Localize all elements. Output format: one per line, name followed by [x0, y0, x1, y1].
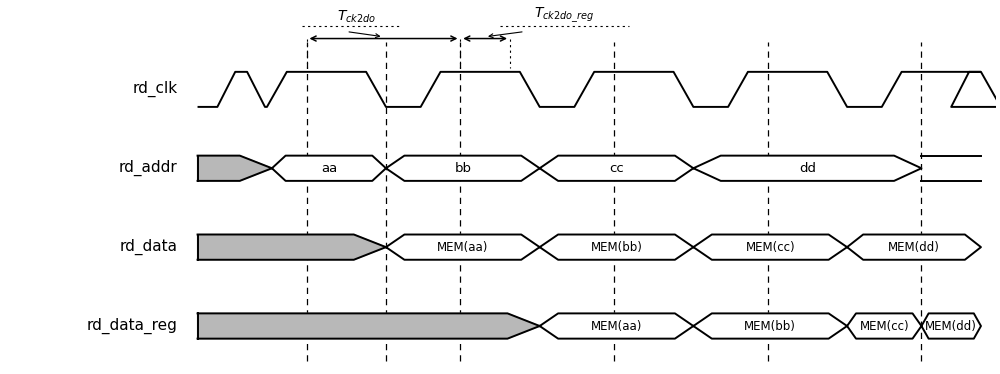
Polygon shape — [198, 313, 540, 338]
Text: rd_clk: rd_clk — [133, 81, 178, 98]
Polygon shape — [921, 313, 981, 338]
Text: $T_{ck2do}$: $T_{ck2do}$ — [337, 8, 376, 25]
Polygon shape — [847, 313, 921, 338]
Text: cc: cc — [609, 162, 624, 175]
Polygon shape — [693, 234, 847, 260]
Polygon shape — [540, 313, 693, 338]
Polygon shape — [540, 156, 693, 181]
Text: bb: bb — [454, 162, 471, 175]
Text: rd_data_reg: rd_data_reg — [87, 318, 178, 334]
Polygon shape — [198, 234, 386, 260]
Polygon shape — [847, 234, 981, 260]
Text: rd_data: rd_data — [120, 239, 178, 255]
Text: rd_addr: rd_addr — [119, 160, 178, 177]
Text: MEM(cc): MEM(cc) — [745, 240, 795, 254]
Polygon shape — [693, 156, 921, 181]
Text: MEM(dd): MEM(dd) — [888, 240, 940, 254]
Polygon shape — [272, 156, 386, 181]
Text: MEM(cc): MEM(cc) — [859, 319, 909, 332]
Text: MEM(aa): MEM(aa) — [591, 319, 642, 332]
Text: MEM(dd): MEM(dd) — [925, 319, 977, 332]
Polygon shape — [386, 156, 540, 181]
Polygon shape — [386, 234, 540, 260]
Polygon shape — [693, 313, 847, 338]
Text: dd: dd — [799, 162, 816, 175]
Text: aa: aa — [321, 162, 337, 175]
Text: $T_{ck2do\_reg}$: $T_{ck2do\_reg}$ — [534, 5, 595, 25]
Polygon shape — [540, 234, 693, 260]
Text: MEM(bb): MEM(bb) — [744, 319, 796, 332]
Text: MEM(bb): MEM(bb) — [591, 240, 642, 254]
Polygon shape — [198, 156, 272, 181]
Text: MEM(aa): MEM(aa) — [437, 240, 489, 254]
